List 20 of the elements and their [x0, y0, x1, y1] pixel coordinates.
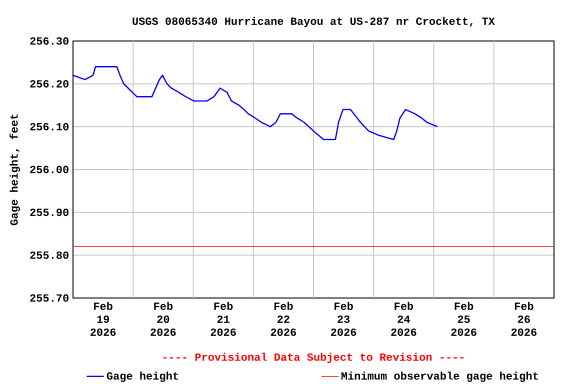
x-tick-label: Feb 24 2026	[391, 302, 416, 336]
x-tick-label: Feb 20 2026	[150, 302, 176, 336]
legend-label: Minimum observable gage height	[341, 372, 538, 382]
y-tick-label: 256.30	[30, 37, 68, 45]
y-tick-label: 256.10	[30, 122, 68, 130]
y-tick-label: 256.00	[30, 166, 68, 174]
legend-label: Gage height	[106, 372, 178, 382]
y-tick-label: 255.70	[30, 294, 68, 302]
chart-title: USGS 08065340 Hurricane Bayou at US-287 nr Crockett, TX	[132, 16, 495, 28]
x-tick-label: Feb 23 2026	[331, 302, 356, 336]
y-tick-label: 255.80	[30, 251, 68, 259]
x-tick-label: Feb 22 2026	[270, 302, 296, 336]
y-tick-label: 255.90	[30, 208, 68, 216]
y-tick-label: 256.20	[30, 80, 68, 88]
y-axis-title: Gage height, feet	[10, 114, 20, 226]
x-tick-label: Feb 19 2026	[90, 302, 116, 336]
x-tick-label: Feb 25 2026	[451, 302, 476, 336]
x-tick-label: Feb 26 2026	[511, 302, 537, 336]
text: ---- Provisional Data Subject to Revision ----	[163, 352, 464, 363]
x-tick-label: Feb 21 2026	[210, 302, 236, 336]
